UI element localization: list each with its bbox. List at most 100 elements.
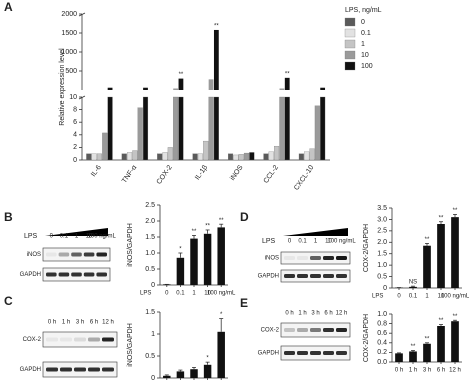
- blot-frame: [42, 331, 118, 348]
- bar: [409, 351, 417, 362]
- lane-label: 6 h: [90, 320, 98, 326]
- y-tick-label: 6: [73, 119, 77, 126]
- lane-label: 100 ng/mL: [327, 239, 356, 245]
- blot-band: [310, 351, 321, 355]
- bar-upper: [279, 88, 285, 90]
- blot-band: [297, 274, 308, 278]
- blot-band: [83, 252, 95, 257]
- bar: [249, 152, 255, 161]
- x-tick-label: 0.1: [176, 291, 185, 297]
- x-tick-label: 0: [397, 294, 401, 300]
- y-tick-label: 0.5: [145, 353, 155, 360]
- blot-band: [74, 337, 86, 342]
- band-label: iNOS: [27, 252, 41, 258]
- bar: [190, 238, 198, 285]
- blot-band: [60, 337, 72, 342]
- x-tick-label: 100 ng/mL: [207, 291, 236, 297]
- y-tick-label: 2.5: [377, 228, 387, 235]
- blot-band: [297, 351, 308, 355]
- significance: **: [453, 314, 458, 320]
- significance: **: [411, 344, 416, 350]
- y-tick-label: 4: [73, 132, 77, 139]
- significance: **: [425, 336, 430, 342]
- y-tick-label: 1.0: [145, 250, 155, 257]
- lane-label: 1: [75, 234, 79, 240]
- band-label: GAPDH: [258, 274, 279, 280]
- band-label: iNOS: [265, 256, 279, 262]
- band-label: GAPDH: [20, 272, 41, 278]
- blot-band: [58, 252, 70, 257]
- y-axis-label: iNOS/GAPDH: [127, 223, 134, 267]
- y-tick-label: 0: [151, 282, 155, 289]
- y-tick-label: 500: [65, 68, 77, 75]
- blot-band: [46, 337, 58, 342]
- panel-letter: D: [240, 210, 249, 224]
- bar: [157, 153, 163, 161]
- axis-break: [78, 12, 86, 17]
- blot-band: [46, 367, 58, 372]
- lane-label: 0: [288, 239, 292, 245]
- lane-label: 10: [325, 239, 332, 245]
- legend-title: LPS, ng/mL: [345, 7, 382, 14]
- blot-band: [71, 272, 82, 277]
- bar: [176, 371, 185, 378]
- bar-upper: [107, 87, 113, 90]
- blot-band: [102, 367, 114, 372]
- bar: [437, 326, 445, 362]
- bar: [142, 96, 149, 161]
- y-tick-label: 0.5: [377, 273, 387, 280]
- bar: [96, 153, 102, 161]
- y-tick-label: 0.4: [377, 340, 387, 347]
- blot-band: [88, 367, 100, 372]
- bar-upper: [173, 88, 179, 90]
- bar: [213, 96, 219, 161]
- x-tick-label: 1: [425, 294, 429, 300]
- bar: [217, 331, 225, 378]
- significance: *: [220, 312, 223, 318]
- y-tick-label: 3.0: [377, 216, 387, 223]
- blot-band: [336, 256, 347, 260]
- x-tick-label: IL-6: [90, 164, 103, 178]
- legend-label: 10: [361, 52, 369, 59]
- y-tick-label: 0.2: [377, 349, 387, 356]
- bar: [178, 96, 184, 161]
- bar: [102, 132, 108, 161]
- bar: [197, 153, 203, 161]
- significance: **: [192, 229, 197, 235]
- bar: [233, 154, 239, 161]
- significance: *: [206, 356, 209, 362]
- legend-label: 1: [361, 41, 365, 48]
- x-tick-label: 10: [438, 294, 445, 300]
- x-tick-label: CXCL-10: [293, 164, 315, 192]
- y-tick-label: 0: [383, 285, 387, 292]
- blot-band: [297, 256, 308, 260]
- y-tick-label: 2.0: [145, 218, 155, 225]
- bar: [127, 152, 133, 161]
- bar: [176, 257, 185, 285]
- lane-label: 0: [50, 234, 54, 240]
- treatment-label: LPS: [24, 233, 38, 240]
- significance: **: [179, 72, 184, 78]
- bar: [86, 153, 92, 161]
- blot-band: [323, 351, 334, 355]
- bar: [217, 227, 225, 285]
- legend-swatch: [344, 28, 356, 38]
- bar: [243, 152, 250, 161]
- blot-band: [310, 328, 321, 332]
- bar: [284, 96, 290, 161]
- x-tick-label: 0.1: [409, 294, 418, 300]
- bar: [203, 233, 212, 285]
- bar-upper: [143, 87, 148, 90]
- significance: **: [214, 24, 219, 30]
- y-tick-label: 0.5: [145, 266, 155, 273]
- blot-band: [297, 328, 308, 332]
- y-tick-label: 0: [151, 375, 155, 382]
- y-tick-label: 8: [73, 106, 77, 113]
- significance: **: [205, 224, 210, 230]
- x-tick-label: IL-1β: [194, 164, 209, 181]
- bar: [192, 153, 198, 161]
- y-axis-label: Relative expression level: [59, 48, 66, 126]
- bar: [203, 140, 209, 161]
- bar: [423, 245, 431, 288]
- bar: [167, 147, 173, 161]
